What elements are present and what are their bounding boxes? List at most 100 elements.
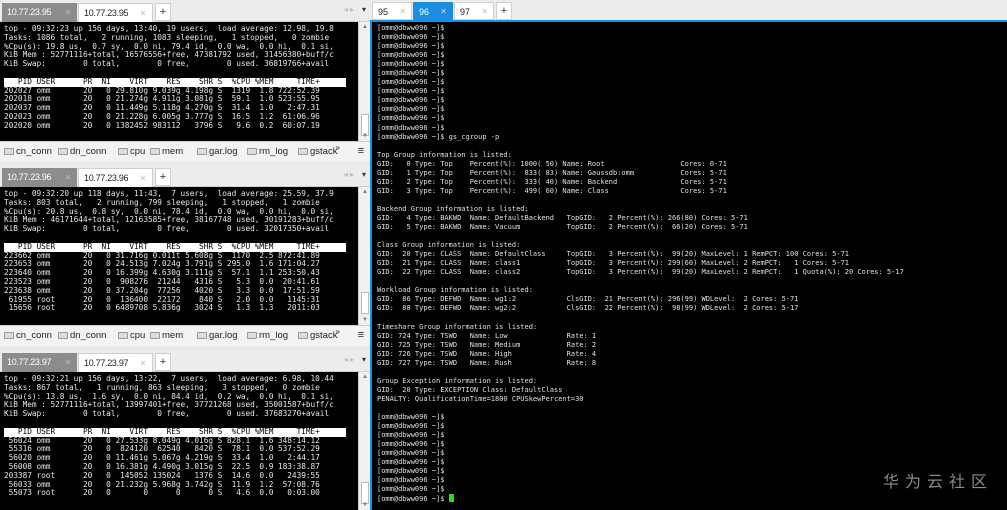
top-summary-line: Tasks: 1086 total, 2 running, 1083 sleep… bbox=[4, 32, 330, 42]
more-icon[interactable]: » bbox=[335, 143, 340, 152]
toolbar-button-gar-log[interactable]: gar.log bbox=[197, 146, 238, 157]
top-summary-line: KiB Mem : 46171644+total, 12163585+free,… bbox=[4, 215, 334, 225]
tab-session-active[interactable]: 10.77.23.95 ✕ bbox=[78, 3, 153, 22]
terminal-line: GID: 20 Type: CLASS Name: DefaultClass T… bbox=[377, 250, 850, 259]
tab-label: 10.77.23.95 bbox=[84, 8, 129, 18]
toolbar-button-label: gar.log bbox=[209, 330, 238, 341]
close-icon[interactable]: ✕ bbox=[139, 359, 147, 368]
tab-97[interactable]: 97 ✕ bbox=[454, 2, 494, 20]
top-summary-line: KiB Swap: 0 total, 0 free, 0 used. 32017… bbox=[4, 224, 330, 234]
menu-icon[interactable]: ≡ bbox=[357, 145, 364, 157]
terminal-line: [omm@dbww096 ~]$ bbox=[377, 78, 445, 87]
toolbar-button-cn-conn[interactable]: cn_conn bbox=[4, 146, 52, 157]
keyboard-icon bbox=[298, 148, 308, 155]
close-icon[interactable]: ✕ bbox=[64, 173, 72, 182]
terminal[interactable]: top - 09:32:21 up 156 days, 13:22, 7 use… bbox=[0, 372, 358, 510]
scroll-up-icon[interactable]: ▲ bbox=[362, 374, 368, 380]
toolbar-button-label: rm_log bbox=[259, 330, 289, 341]
tab-session-active[interactable]: 10.77.23.96 ✕ bbox=[78, 168, 153, 187]
terminal[interactable]: top - 09:32:20 up 118 days, 11:43, 7 use… bbox=[0, 187, 358, 325]
session-pane-95: 10.77.23.95 ✕ 10.77.23.95 ✕ + ◂ ▸ ▾ top - … bbox=[0, 0, 370, 162]
toolbar-button-cpu[interactable]: cpu bbox=[118, 146, 145, 157]
terminal-line: [omm@dbww096 ~]$ bbox=[377, 458, 445, 467]
terminal-line bbox=[377, 314, 1007, 323]
terminal-line bbox=[377, 142, 1007, 151]
keyboard-icon bbox=[4, 148, 14, 155]
toolbar-button-mem[interactable]: mem bbox=[150, 146, 183, 157]
tab-label: 96 bbox=[419, 7, 430, 17]
process-row: 223640 omm 20 0 16.399g 4.630g 3.111g S … bbox=[4, 268, 320, 278]
scrollbar[interactable]: ▲ ▼ bbox=[358, 372, 370, 510]
close-icon[interactable]: ✕ bbox=[399, 7, 406, 16]
new-tab-button[interactable]: + bbox=[496, 2, 512, 20]
process-row: 56033 omm 20 0 21.232g 5.968g 3.742g S 1… bbox=[4, 479, 320, 489]
tab-label: 10.77.23.96 bbox=[84, 173, 129, 183]
toolbar-button-gar-log[interactable]: gar.log bbox=[197, 330, 238, 341]
top-summary-line: %Cpu(s): 19.8 us, 0.7 sy, 0.0 ni, 79.4 i… bbox=[4, 41, 334, 51]
toolbar-button-dn-conn[interactable]: dn_conn bbox=[58, 330, 106, 341]
tab-label: 10.77.23.97 bbox=[84, 358, 129, 368]
new-tab-button[interactable]: + bbox=[155, 3, 171, 21]
toolbar-button-rm-log[interactable]: rm_log bbox=[247, 330, 288, 341]
scroll-thumb[interactable] bbox=[361, 482, 369, 504]
scroll-thumb[interactable] bbox=[361, 114, 369, 136]
top-summary-line: %Cpu(s): 20.8 us, 0.8 sy, 0.0 ni, 78.4 i… bbox=[4, 206, 334, 216]
terminal-line: GID: 726 Type: TSWD Name: High Rate: 4 bbox=[377, 349, 597, 358]
tab-96[interactable]: 96 ✕ bbox=[413, 2, 453, 20]
more-icon[interactable]: » bbox=[335, 327, 340, 336]
scroll-down-icon[interactable]: ▼ bbox=[362, 133, 368, 139]
close-icon[interactable]: ✕ bbox=[440, 7, 447, 16]
chevron-down-icon[interactable]: ▾ bbox=[361, 5, 366, 14]
tab-scroll-arrows-icon[interactable]: ◂ ▸ bbox=[343, 5, 354, 14]
terminal-line: GID: 724 Type: TSWD Name: Low Rate: 1 bbox=[377, 331, 597, 340]
close-icon[interactable]: ✕ bbox=[139, 174, 147, 183]
toolbar-button-gstack[interactable]: gstack bbox=[298, 330, 337, 341]
close-icon[interactable]: ✕ bbox=[64, 358, 72, 367]
scroll-thumb[interactable] bbox=[361, 292, 369, 314]
toolbar-button-cn-conn[interactable]: cn_conn bbox=[4, 330, 52, 341]
top-summary-line: Tasks: 803 total, 2 running, 799 sleepin… bbox=[4, 197, 320, 207]
close-icon[interactable]: ✕ bbox=[481, 7, 488, 16]
tab-session-active[interactable]: 10.77.23.97 ✕ bbox=[78, 353, 153, 372]
tab-scroll-arrows-icon[interactable]: ◂ ▸ bbox=[343, 355, 354, 364]
tab-session[interactable]: 10.77.23.96 ✕ bbox=[2, 168, 77, 187]
terminal-line: [omm@dbww096 ~]$ gs_cgroup -p bbox=[377, 132, 500, 141]
toolbar-button-gstack[interactable]: gstack bbox=[298, 146, 337, 157]
terminal-line: Timeshare Group information is listed: bbox=[377, 322, 538, 331]
scroll-down-icon[interactable]: ▼ bbox=[362, 317, 368, 323]
main-session-panel: 95 ✕ 96 ✕ 97 ✕ + [omm@dbww096 ~]$ [omm@dbww0… bbox=[370, 0, 1007, 510]
terminal-line: [omm@dbww096 ~]$ bbox=[377, 105, 445, 114]
menu-icon[interactable]: ≡ bbox=[357, 329, 364, 341]
keyboard-icon bbox=[118, 332, 128, 339]
toolbar-button-label: gstack bbox=[310, 330, 338, 341]
terminal-line: [omm@dbww096 ~]$ bbox=[377, 123, 445, 132]
tab-95[interactable]: 95 ✕ bbox=[372, 2, 412, 20]
tab-bar: 10.77.23.97 ✕ 10.77.23.97 ✕ + ◂ ▸ ▾ bbox=[0, 350, 370, 372]
new-tab-button[interactable]: + bbox=[155, 353, 171, 371]
scroll-up-icon[interactable]: ▲ bbox=[362, 189, 368, 195]
tab-scroll-arrows-icon[interactable]: ◂ ▸ bbox=[343, 170, 354, 179]
new-tab-button[interactable]: + bbox=[155, 168, 171, 186]
scrollbar[interactable]: ▲ ▼ bbox=[358, 22, 370, 141]
toolbar-button-rm-log[interactable]: rm_log bbox=[247, 146, 288, 157]
process-row: 202020 omm 20 0 1382452 983112 3796 S 9.… bbox=[4, 120, 320, 130]
terminal-line: [omm@dbww096 ~]$ bbox=[377, 24, 445, 32]
close-icon[interactable]: ✕ bbox=[139, 9, 147, 18]
toolbar-button-cpu[interactable]: cpu bbox=[118, 330, 145, 341]
scrollbar[interactable]: ▲ ▼ bbox=[358, 187, 370, 325]
process-row: 223523 omm 20 0 908276 21244 4316 S 5.3 … bbox=[4, 276, 320, 286]
chevron-down-icon[interactable]: ▾ bbox=[361, 355, 366, 364]
terminal[interactable]: top - 09:32:23 up 156 days, 13:40, 19 us… bbox=[0, 22, 358, 141]
toolbar-button-dn-conn[interactable]: dn_conn bbox=[58, 146, 106, 157]
chevron-down-icon[interactable]: ▾ bbox=[361, 170, 366, 179]
tab-session[interactable]: 10.77.23.97 ✕ bbox=[2, 353, 77, 372]
toolbar-button-label: dn_conn bbox=[70, 330, 107, 341]
terminal-line: [omm@dbww096 ~]$ bbox=[377, 33, 445, 42]
tab-session[interactable]: 10.77.23.95 ✕ bbox=[2, 3, 77, 22]
close-icon[interactable]: ✕ bbox=[64, 8, 72, 17]
toolbar-button-label: gar.log bbox=[209, 146, 238, 157]
terminal-main[interactable]: [omm@dbww096 ~]$ [omm@dbww096 ~]$ [omm@dbw… bbox=[370, 22, 1007, 510]
scroll-down-icon[interactable]: ▼ bbox=[362, 502, 368, 508]
scroll-up-icon[interactable]: ▲ bbox=[362, 24, 368, 30]
toolbar-button-mem[interactable]: mem bbox=[150, 330, 183, 341]
